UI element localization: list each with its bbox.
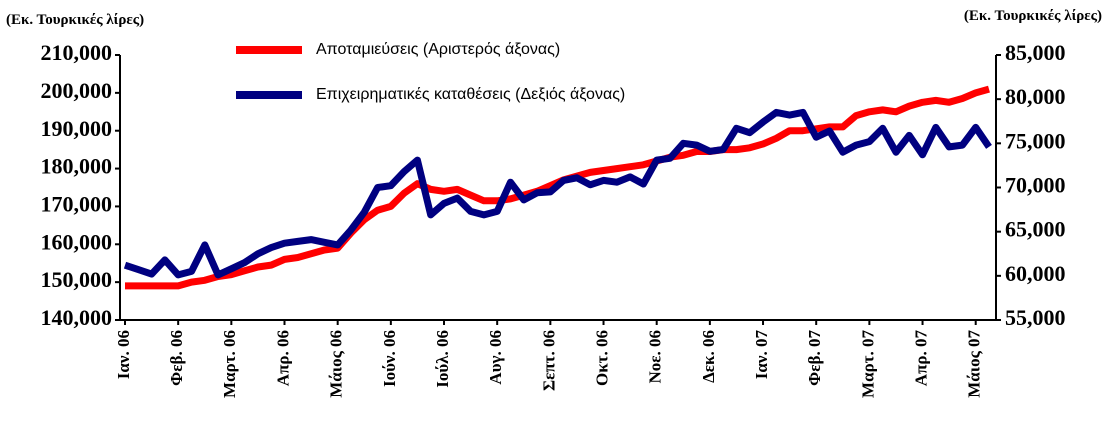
y2-tick-label: 80,000 <box>1005 84 1066 109</box>
y-tick-label: 140,000 <box>41 305 113 330</box>
x-tick-label: Ιούν. 06 <box>380 330 399 387</box>
legend-label: Επιχειρηματικές καταθέσεις (Δεξιός άξονα… <box>316 86 625 103</box>
x-tick-label: Μαρτ. 06 <box>220 330 239 398</box>
y2-tick-label: 65,000 <box>1005 217 1066 242</box>
x-tick-label: Ιούλ. 06 <box>433 330 452 388</box>
y-tick-label: 210,000 <box>41 40 113 65</box>
legend-label: Αποταμιεύσεις (Αριστερός άξονας) <box>316 41 560 58</box>
y-tick-label: 150,000 <box>41 267 113 292</box>
x-tick-label: Σεπτ. 06 <box>539 330 558 391</box>
y2-tick-label: 85,000 <box>1005 40 1066 65</box>
y-tick-label: 180,000 <box>41 154 113 179</box>
x-tick-label: Ιαν. 07 <box>752 330 771 380</box>
x-tick-label: Μάιος 07 <box>965 330 984 398</box>
y-tick-label: 200,000 <box>41 78 113 103</box>
x-tick-label: Μαρτ. 07 <box>858 330 877 398</box>
y2-tick-label: 75,000 <box>1005 128 1066 153</box>
y-tick-label: 190,000 <box>41 116 113 141</box>
x-tick-label: Δεκ. 06 <box>699 330 718 383</box>
y2-axis-label: (Εκ. Τουρκικές λίρες) <box>964 8 1102 24</box>
y-tick-label: 170,000 <box>41 191 113 216</box>
y2-tick-label: 70,000 <box>1005 173 1066 198</box>
x-tick-label: Ιαν. 06 <box>114 330 133 379</box>
x-tick-label: Απρ. 07 <box>911 330 930 387</box>
y2-tick-label: 60,000 <box>1005 261 1066 286</box>
x-tick-label: Νοε. 06 <box>646 330 665 384</box>
x-tick-label: Οκτ. 06 <box>592 330 611 386</box>
series-line <box>123 108 992 279</box>
y2-tick-label: 55,000 <box>1005 305 1066 330</box>
x-tick-label: Μάιος 06 <box>327 330 346 398</box>
x-tick-label: Φεβ. 06 <box>167 330 186 386</box>
y-tick-label: 160,000 <box>41 229 113 254</box>
x-tick-label: Αυγ. 06 <box>486 330 505 385</box>
x-tick-label: Απρ. 06 <box>273 330 292 386</box>
x-tick-label: Φεβ. 07 <box>805 330 824 386</box>
y-axis-label: (Εκ. Τουρκικές λίρες) <box>6 12 144 28</box>
